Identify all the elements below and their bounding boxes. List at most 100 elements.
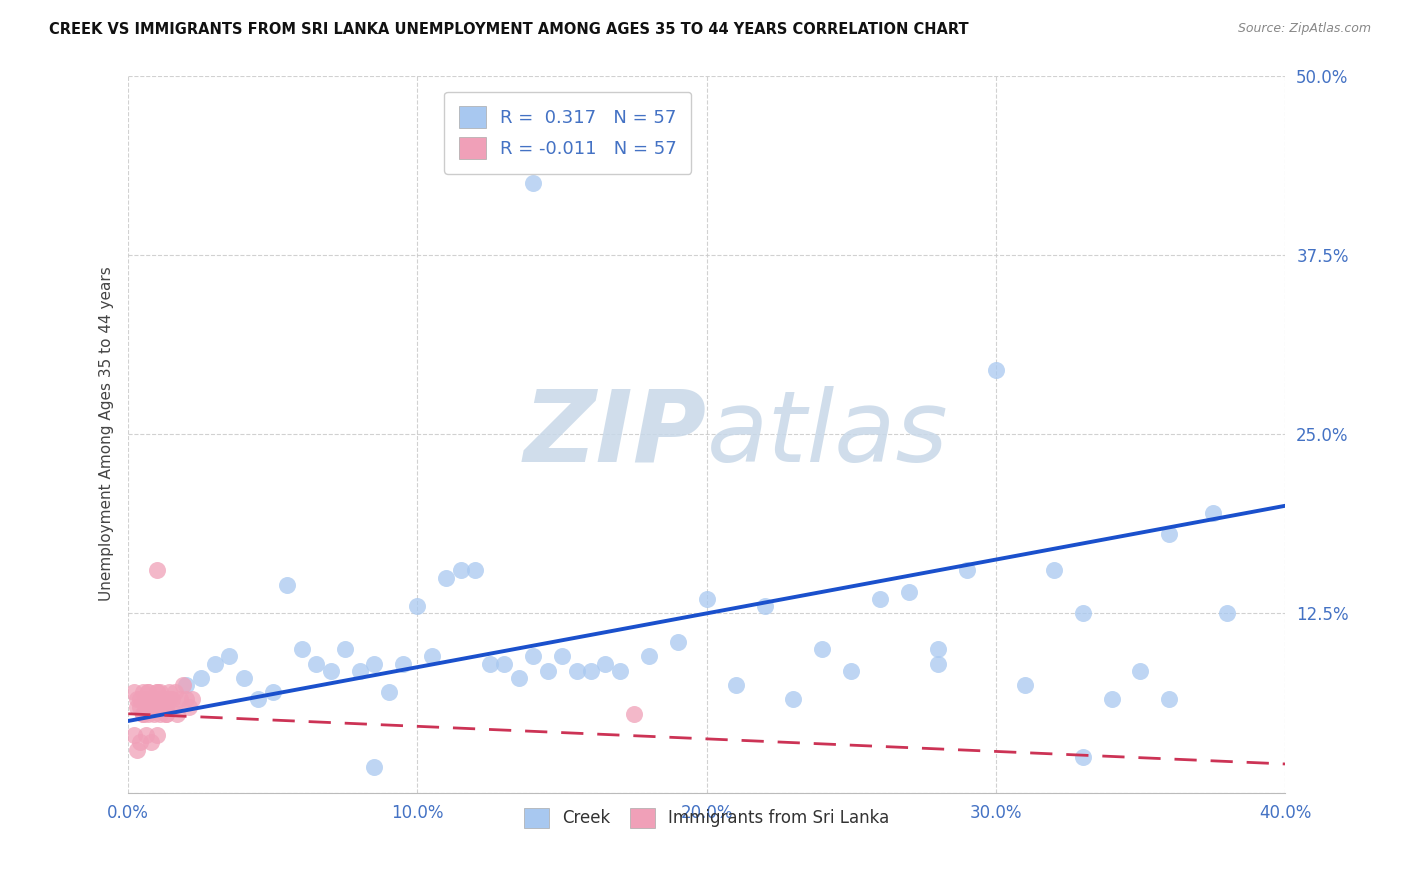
Point <box>839 664 862 678</box>
Text: Source: ZipAtlas.com: Source: ZipAtlas.com <box>1237 22 1371 36</box>
Point <box>565 664 588 678</box>
Point <box>349 664 371 678</box>
Point <box>143 692 166 706</box>
Point <box>157 685 180 699</box>
Point <box>1071 607 1094 621</box>
Point <box>132 685 155 699</box>
Point <box>494 657 516 671</box>
Point <box>152 699 174 714</box>
Point <box>190 671 212 685</box>
Point <box>927 657 949 671</box>
Point <box>146 699 169 714</box>
Point <box>146 563 169 577</box>
Point <box>155 706 177 721</box>
Point <box>1071 749 1094 764</box>
Point <box>143 692 166 706</box>
Point <box>152 692 174 706</box>
Point <box>609 664 631 678</box>
Point <box>508 671 530 685</box>
Point <box>122 685 145 699</box>
Point <box>522 649 544 664</box>
Point <box>305 657 328 671</box>
Point <box>1159 527 1181 541</box>
Point <box>406 599 429 614</box>
Point <box>522 176 544 190</box>
Point <box>135 692 157 706</box>
Point <box>666 635 689 649</box>
Point <box>637 649 659 664</box>
Point <box>247 692 270 706</box>
Legend: Creek, Immigrants from Sri Lanka: Creek, Immigrants from Sri Lanka <box>517 801 897 835</box>
Point <box>956 563 979 577</box>
Point <box>869 592 891 607</box>
Point <box>146 728 169 742</box>
Point <box>434 570 457 584</box>
Point <box>232 671 254 685</box>
Point <box>478 657 501 671</box>
Point <box>291 642 314 657</box>
Point <box>146 685 169 699</box>
Point <box>782 692 804 706</box>
Point <box>169 692 191 706</box>
Point <box>927 642 949 657</box>
Point <box>138 706 160 721</box>
Point <box>174 678 197 692</box>
Point <box>163 685 186 699</box>
Point <box>464 563 486 577</box>
Text: CREEK VS IMMIGRANTS FROM SRI LANKA UNEMPLOYMENT AMONG AGES 35 TO 44 YEARS CORREL: CREEK VS IMMIGRANTS FROM SRI LANKA UNEMP… <box>49 22 969 37</box>
Point <box>143 706 166 721</box>
Point <box>149 692 172 706</box>
Point <box>128 699 150 714</box>
Point <box>128 692 150 706</box>
Point <box>172 678 194 692</box>
Point <box>160 692 183 706</box>
Point <box>135 699 157 714</box>
Point <box>1202 506 1225 520</box>
Point <box>132 706 155 721</box>
Point <box>1216 607 1239 621</box>
Point <box>724 678 747 692</box>
Point <box>155 699 177 714</box>
Point <box>754 599 776 614</box>
Point <box>146 692 169 706</box>
Point <box>696 592 718 607</box>
Point <box>984 362 1007 376</box>
Point <box>333 642 356 657</box>
Point <box>1101 692 1123 706</box>
Point <box>143 699 166 714</box>
Point <box>392 657 415 671</box>
Point <box>363 657 385 671</box>
Point <box>898 585 921 599</box>
Point <box>1014 678 1036 692</box>
Point <box>262 685 284 699</box>
Point <box>166 706 188 721</box>
Point <box>1129 664 1152 678</box>
Point <box>595 657 617 671</box>
Point <box>141 699 163 714</box>
Point <box>128 735 150 749</box>
Point <box>551 649 574 664</box>
Point <box>155 706 177 721</box>
Point <box>218 649 240 664</box>
Point <box>180 692 202 706</box>
Point <box>135 692 157 706</box>
Point <box>157 692 180 706</box>
Point <box>1159 692 1181 706</box>
Point <box>579 664 602 678</box>
Point <box>132 706 155 721</box>
Point <box>125 742 148 756</box>
Point <box>122 728 145 742</box>
Point <box>141 692 163 706</box>
Point <box>450 563 472 577</box>
Point <box>276 577 298 591</box>
Point <box>363 760 385 774</box>
Point <box>125 692 148 706</box>
Point <box>149 706 172 721</box>
Point <box>149 685 172 699</box>
Point <box>623 706 645 721</box>
Point <box>149 692 172 706</box>
Text: ZIP: ZIP <box>523 385 707 483</box>
Point <box>141 699 163 714</box>
Point <box>152 699 174 714</box>
Point <box>174 692 197 706</box>
